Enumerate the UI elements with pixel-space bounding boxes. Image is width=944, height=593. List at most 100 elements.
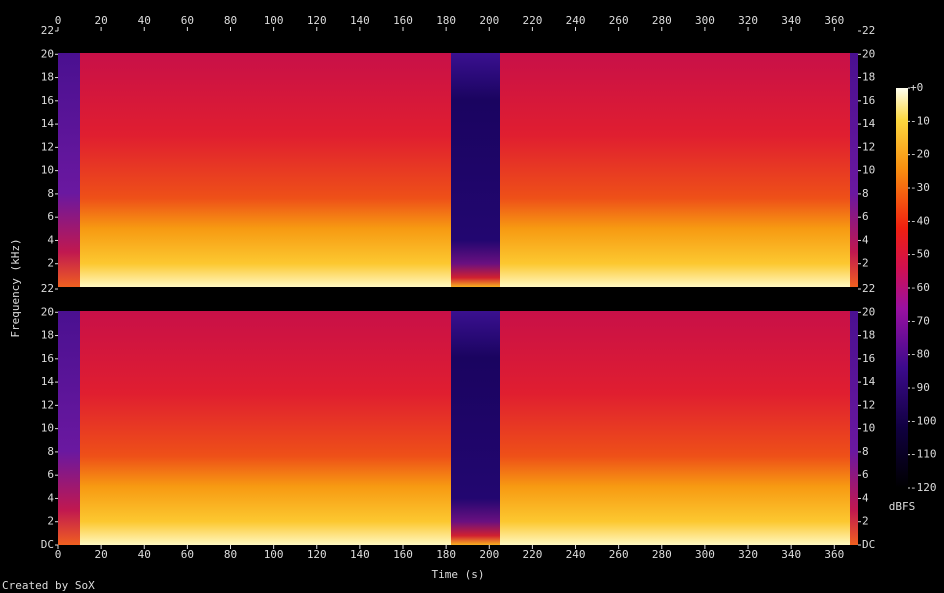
x-tick-label: 160	[393, 548, 413, 561]
x-tick-label-top: 300	[695, 14, 715, 27]
x-tick-label-top: 120	[307, 14, 327, 27]
colorbar-tick-label: -20	[910, 148, 930, 161]
x-axis-label: Time (s)	[432, 568, 485, 581]
y-tick-label: 22	[41, 282, 54, 295]
x-tick-label: 320	[738, 548, 758, 561]
colorbar-tick-label: -120	[910, 481, 937, 494]
colorbar-tick-label: -110	[910, 448, 937, 461]
y-tick-label-right: 8	[862, 187, 869, 200]
y-tick-label: 10	[41, 164, 54, 177]
y-tick-label: 8	[47, 187, 54, 200]
x-tick-label: 180	[436, 548, 456, 561]
x-tick-label-top: 60	[181, 14, 194, 27]
x-tick-label-top: 260	[609, 14, 629, 27]
footer: Created by SoX	[2, 579, 95, 592]
y-tick-label: 10	[41, 422, 54, 435]
colorbar-tick-label: -30	[910, 181, 930, 194]
x-tick-label: 120	[307, 548, 327, 561]
x-tick-label-top: 360	[824, 14, 844, 27]
x-tick-label: 220	[522, 548, 542, 561]
y-tick-label-right: 4	[862, 491, 869, 504]
y-tick-label: 18	[41, 329, 54, 342]
y-tick-label: 4	[47, 233, 54, 246]
y-tick-label-right: 16	[862, 94, 875, 107]
y-tick-label: 16	[41, 352, 54, 365]
x-tick-label: 20	[95, 548, 108, 561]
y-tick-label-right: 12	[862, 398, 875, 411]
x-tick-label: 260	[609, 548, 629, 561]
colorbar-tick-label: -80	[910, 348, 930, 361]
x-tick-label: 80	[224, 548, 237, 561]
channel-2-image	[58, 289, 858, 545]
x-tick-label-top: 80	[224, 14, 237, 27]
colorbar-tick-label: -40	[910, 214, 930, 227]
colorbar-tick-label: -70	[910, 314, 930, 327]
x-tick-label-top: 340	[781, 14, 801, 27]
y-tick-label: 20	[41, 47, 54, 60]
y-tick-label: 16	[41, 94, 54, 107]
y-tick-label-right: 2	[862, 257, 869, 270]
colorbar-tick-label: -100	[910, 414, 937, 427]
y-tick-label-right: 6	[862, 468, 869, 481]
x-tick-label: 140	[350, 548, 370, 561]
y-tick-label-right: 8	[862, 445, 869, 458]
y-tick-label-right: 6	[862, 210, 869, 223]
y-tick-label: 18	[41, 71, 54, 84]
x-tick-label: 40	[138, 548, 151, 561]
y-tick-label-right: 20	[862, 47, 875, 60]
colorbar-tick-label: -10	[910, 114, 930, 127]
x-tick-label-top: 100	[264, 14, 284, 27]
colorbar-label: dBFS	[889, 500, 916, 513]
y-tick-label-right: 16	[862, 352, 875, 365]
y-tick-label-right: 14	[862, 117, 876, 130]
x-tick-label: 60	[181, 548, 194, 561]
x-tick-label: 240	[566, 548, 586, 561]
x-tick-label: 280	[652, 548, 672, 561]
y-tick-label-right: 18	[862, 329, 875, 342]
y-tick-label: 20	[41, 305, 54, 318]
x-tick-label-top: 280	[652, 14, 672, 27]
y-tick-label: 8	[47, 445, 54, 458]
y-tick-label-right: 10	[862, 164, 875, 177]
x-tick-label: 100	[264, 548, 284, 561]
y-tick-label-right: 10	[862, 422, 875, 435]
y-tick-label: DC	[41, 538, 54, 551]
y-tick-label: 4	[47, 491, 54, 504]
x-tick-label-top: 180	[436, 14, 456, 27]
y-tick-label: 12	[41, 140, 54, 153]
y-tick-label-right: 18	[862, 71, 875, 84]
x-tick-label-top: 160	[393, 14, 413, 27]
y-axis-label: Frequency (kHz)	[9, 238, 22, 337]
colorbar-tick-label: -60	[910, 281, 930, 294]
x-tick-label-top: 220	[522, 14, 542, 27]
x-tick-label-top: 0	[55, 14, 62, 27]
channel-1-image	[58, 31, 858, 287]
y-tick-label: 14	[41, 375, 55, 388]
colorbar-tick-label: -50	[910, 248, 930, 261]
y-tick-label: 22	[41, 24, 54, 37]
y-tick-label-right: 14	[862, 375, 876, 388]
y-tick-label-right: 22	[862, 282, 875, 295]
x-tick-label-top: 320	[738, 14, 758, 27]
x-tick-label-top: 140	[350, 14, 370, 27]
colorbar	[896, 88, 908, 488]
y-tick-label: 2	[47, 515, 54, 528]
x-tick-label: 200	[479, 548, 499, 561]
x-tick-label: 300	[695, 548, 715, 561]
y-tick-label-right: 12	[862, 140, 875, 153]
y-tick-label: 6	[47, 210, 54, 223]
x-tick-label-top: 200	[479, 14, 499, 27]
y-tick-label-right: 22	[862, 24, 875, 37]
y-tick-label: 2	[47, 257, 54, 270]
colorbar-tick-label: -90	[910, 381, 930, 394]
x-tick-label-top: 40	[138, 14, 151, 27]
y-tick-label-right: 4	[862, 233, 869, 246]
y-tick-label: 14	[41, 117, 55, 130]
colorbar-tick-label: +0	[910, 81, 923, 94]
x-tick-label: 0	[55, 548, 62, 561]
x-tick-label-top: 20	[95, 14, 108, 27]
y-tick-label-right: 2	[862, 515, 869, 528]
y-tick-label: 6	[47, 468, 54, 481]
y-tick-label-right: 20	[862, 305, 875, 318]
